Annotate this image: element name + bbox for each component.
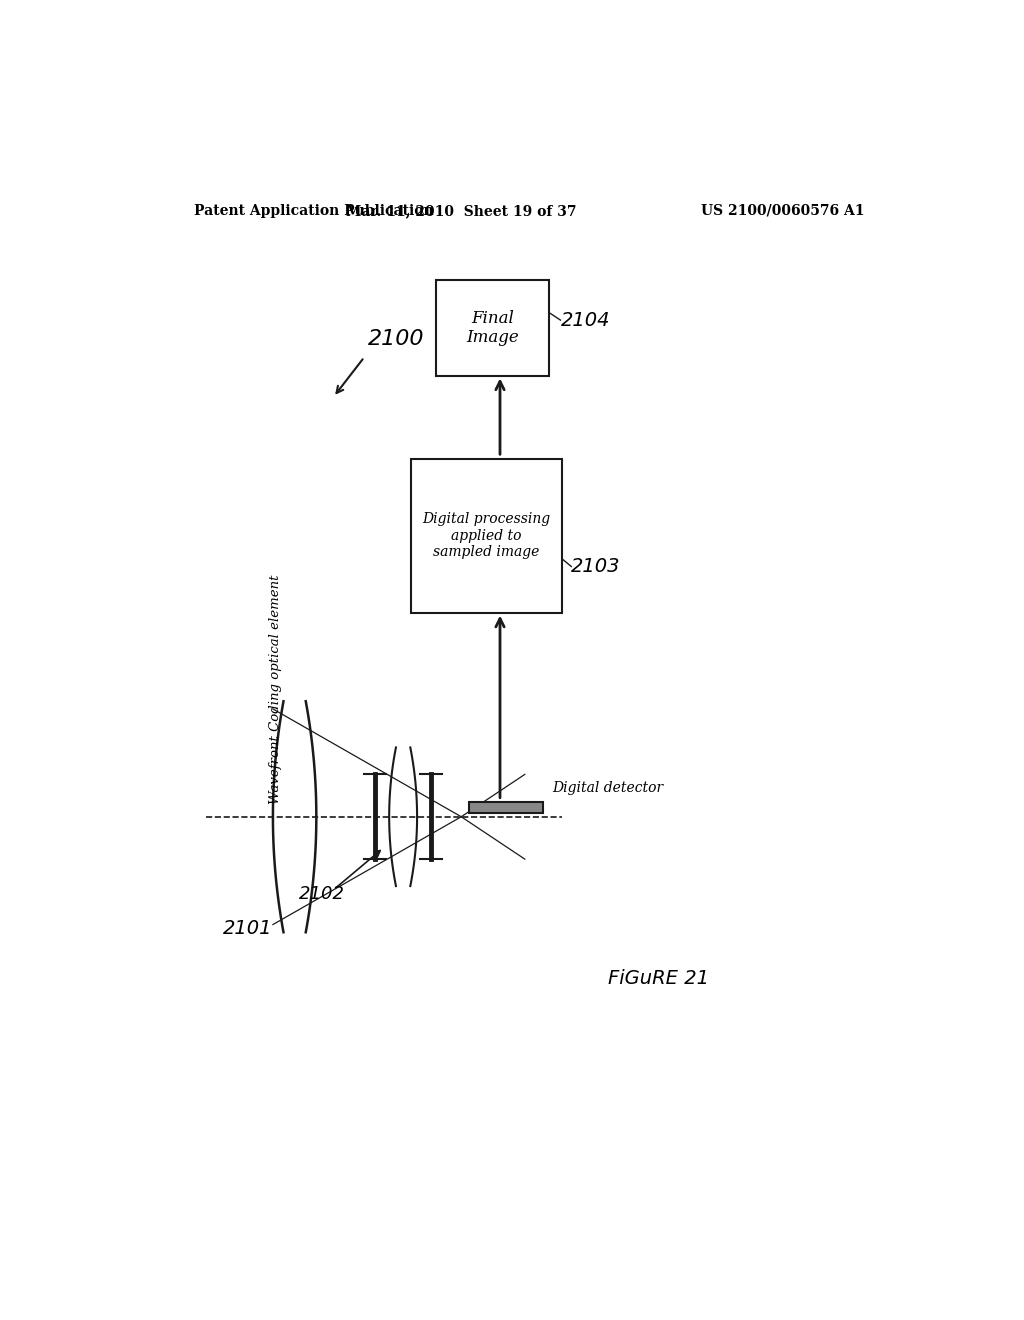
Text: US 2100/0060576 A1: US 2100/0060576 A1 [700, 203, 864, 218]
Bar [469, 803, 543, 813]
Text: Patent Application Publication: Patent Application Publication [194, 203, 433, 218]
Text: FiGuRE 21: FiGuRE 21 [608, 969, 710, 987]
Text: Mar. 11, 2010  Sheet 19 of 37: Mar. 11, 2010 Sheet 19 of 37 [346, 203, 577, 218]
Bar [411, 459, 562, 612]
Text: Digital processing
applied to
sampled image: Digital processing applied to sampled im… [422, 512, 551, 558]
Bar [436, 280, 549, 376]
Text: 2101: 2101 [223, 919, 272, 939]
Text: 2103: 2103 [571, 557, 621, 576]
Text: Wavefront Coding optical element: Wavefront Coding optical element [268, 576, 282, 804]
Text: 2104: 2104 [560, 310, 610, 330]
Text: 2100: 2100 [369, 330, 425, 350]
Text: 2102: 2102 [299, 884, 345, 903]
Text: Digital detector: Digital detector [553, 781, 664, 795]
Text: Final
Image: Final Image [466, 310, 519, 346]
